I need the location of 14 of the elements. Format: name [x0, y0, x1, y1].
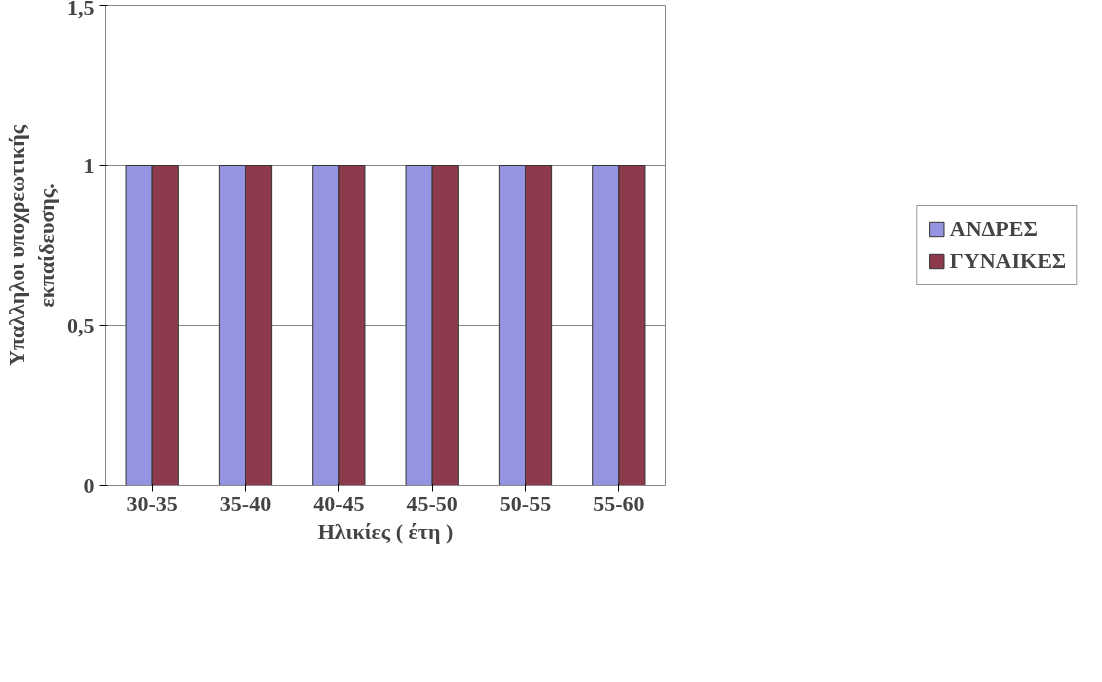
legend-label: ΑΝΔΡΕΣ: [949, 216, 1038, 242]
x-axis-title: Ηλικίες ( έτη ): [317, 518, 454, 544]
y-tick-label: 1,5: [67, 0, 95, 20]
x-tick-label: 30-35: [126, 490, 178, 516]
legend-label: ΓΥΝΑΙΚΕΣ: [949, 248, 1067, 274]
y-tick-label: 0,5: [67, 312, 95, 338]
x-tick-label: 50-55: [499, 490, 552, 516]
x-tick-label: 40-45: [313, 490, 365, 516]
x-tick-label: 45-50: [406, 490, 458, 516]
y-axis-title: Υπαλληλοι υποχρεωτικής εκπαίδευσης.: [4, 124, 59, 367]
y-tick-label: 0: [83, 472, 95, 498]
y-tick-label: 1: [83, 152, 95, 178]
x-tick-label: 35-40: [219, 490, 272, 516]
x-tick-label: 55-60: [593, 490, 645, 516]
